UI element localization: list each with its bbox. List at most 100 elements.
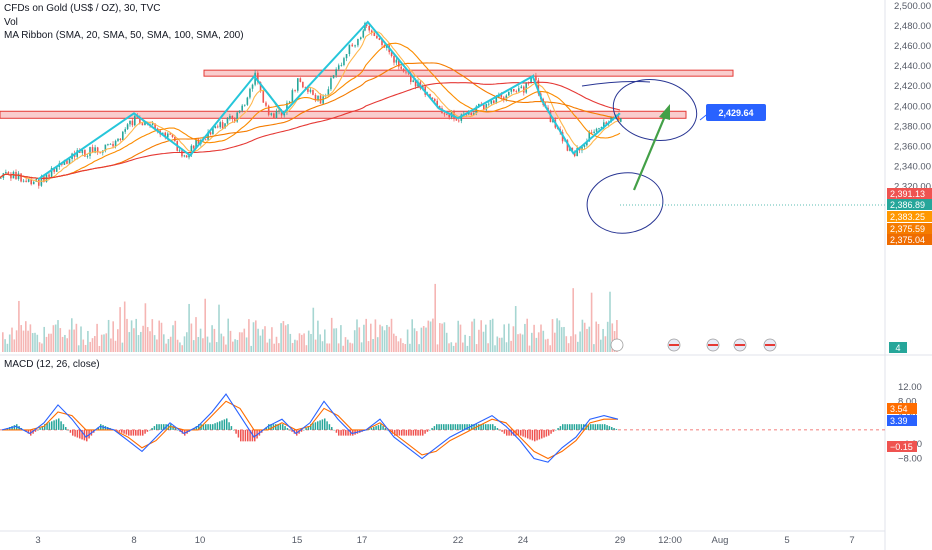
macd-histogram-bar bbox=[606, 425, 608, 430]
candle-body bbox=[22, 180, 25, 182]
candle-body bbox=[393, 55, 395, 63]
macd-histogram-bar bbox=[538, 429, 541, 440]
macd-histogram-bar bbox=[195, 426, 198, 430]
macd-histogram-bar bbox=[552, 429, 555, 432]
macd-histogram-bar bbox=[517, 429, 520, 436]
macd-label-bg bbox=[887, 403, 917, 414]
price-tick-label: 2,380.00 bbox=[894, 121, 931, 132]
macd-histogram-bar bbox=[569, 424, 571, 430]
volume-bar bbox=[427, 320, 430, 352]
macd-histogram-bar bbox=[419, 429, 422, 436]
candle-body bbox=[183, 155, 186, 157]
macd-histogram-bar bbox=[62, 424, 65, 430]
volume-bar bbox=[418, 344, 420, 352]
volume-bar bbox=[577, 341, 579, 352]
ma-line-sma-20 bbox=[0, 31, 621, 183]
candle-body bbox=[359, 37, 362, 40]
macd-histogram-bar bbox=[128, 429, 130, 436]
candle-body bbox=[53, 168, 55, 172]
macd-histogram-bar bbox=[417, 429, 419, 436]
candle-body bbox=[99, 152, 102, 154]
volume-bar bbox=[395, 335, 397, 352]
candle-body bbox=[249, 88, 251, 98]
candle-body bbox=[495, 97, 498, 104]
macd-histogram-bar bbox=[291, 429, 293, 432]
macd-histogram-bar bbox=[438, 424, 440, 430]
volume-bar bbox=[381, 326, 384, 352]
price-tick-label: 2,360.00 bbox=[894, 141, 931, 152]
macd-tick-label: 12.00 bbox=[898, 382, 922, 393]
macd-histogram-bar bbox=[541, 429, 543, 439]
volume-bar bbox=[119, 307, 121, 352]
volume-bar bbox=[471, 321, 473, 352]
candle-body bbox=[262, 91, 265, 103]
volume-bar bbox=[215, 342, 218, 352]
volume-bar bbox=[588, 326, 591, 352]
price-label: 2,383.25 bbox=[890, 212, 925, 222]
macd-histogram-bar bbox=[212, 424, 214, 430]
volume-bar bbox=[126, 318, 128, 352]
candle-body bbox=[395, 59, 398, 63]
macd-histogram-bar bbox=[244, 429, 247, 442]
volume-bar bbox=[581, 319, 584, 352]
volume-bar bbox=[429, 321, 432, 352]
macd-histogram-bar bbox=[599, 424, 601, 430]
macd-histogram-bar bbox=[167, 424, 170, 430]
candle-body bbox=[273, 113, 275, 119]
pen-stroke bbox=[581, 81, 651, 87]
volume-bar bbox=[289, 333, 292, 352]
candle-body bbox=[30, 179, 32, 185]
volume-bar bbox=[356, 319, 358, 352]
macd-histogram-bar bbox=[566, 424, 569, 430]
candle-body bbox=[32, 181, 35, 185]
macd-histogram-bar bbox=[226, 418, 228, 430]
macd-histogram-bar bbox=[156, 424, 158, 430]
resistance-zone bbox=[203, 69, 734, 77]
volume-bar bbox=[165, 343, 167, 352]
macd-histogram-bar bbox=[401, 429, 403, 436]
candle-body bbox=[119, 138, 122, 140]
candle-body bbox=[398, 59, 400, 67]
candle-body bbox=[270, 113, 273, 115]
volume-bar bbox=[213, 328, 216, 352]
macd-histogram-bar bbox=[338, 429, 340, 436]
volume-bar bbox=[397, 341, 400, 352]
volume-bar bbox=[243, 328, 246, 352]
candle-body bbox=[583, 145, 586, 147]
volume-bar bbox=[521, 334, 524, 352]
macd-label-bg bbox=[887, 441, 917, 452]
candle-body bbox=[84, 149, 86, 157]
macd-histogram-bar bbox=[237, 429, 240, 438]
candle-body bbox=[299, 78, 302, 82]
macd-histogram-bar bbox=[326, 421, 328, 430]
macd-histogram-bar bbox=[384, 427, 387, 430]
candle-body bbox=[573, 152, 576, 157]
time-tick-label: 3 bbox=[35, 535, 40, 546]
candle-body bbox=[144, 122, 146, 126]
candle-body bbox=[448, 114, 450, 118]
macd-histogram-bar bbox=[34, 429, 37, 432]
macd-histogram-bar bbox=[51, 421, 53, 430]
volume-bar bbox=[482, 331, 485, 352]
macd-histogram-bar bbox=[489, 424, 492, 430]
volume-bar bbox=[358, 327, 361, 352]
candle-body bbox=[500, 94, 503, 98]
candle-body bbox=[181, 150, 183, 157]
macd-histogram-bar bbox=[13, 425, 16, 430]
candle-body bbox=[431, 97, 434, 99]
candle-body bbox=[438, 105, 441, 109]
candle-body bbox=[337, 65, 340, 70]
candle-body bbox=[515, 91, 518, 92]
volume-bar bbox=[128, 332, 131, 352]
volume-bar bbox=[181, 345, 183, 352]
volume-bar bbox=[61, 336, 64, 352]
macd-histogram-bar bbox=[604, 424, 606, 430]
volume-bar bbox=[163, 334, 165, 352]
volume-bar bbox=[370, 323, 372, 352]
candle-body bbox=[129, 120, 131, 125]
macd-histogram-bar bbox=[174, 427, 177, 430]
volume-bar bbox=[399, 338, 402, 352]
candle-body bbox=[493, 100, 495, 104]
